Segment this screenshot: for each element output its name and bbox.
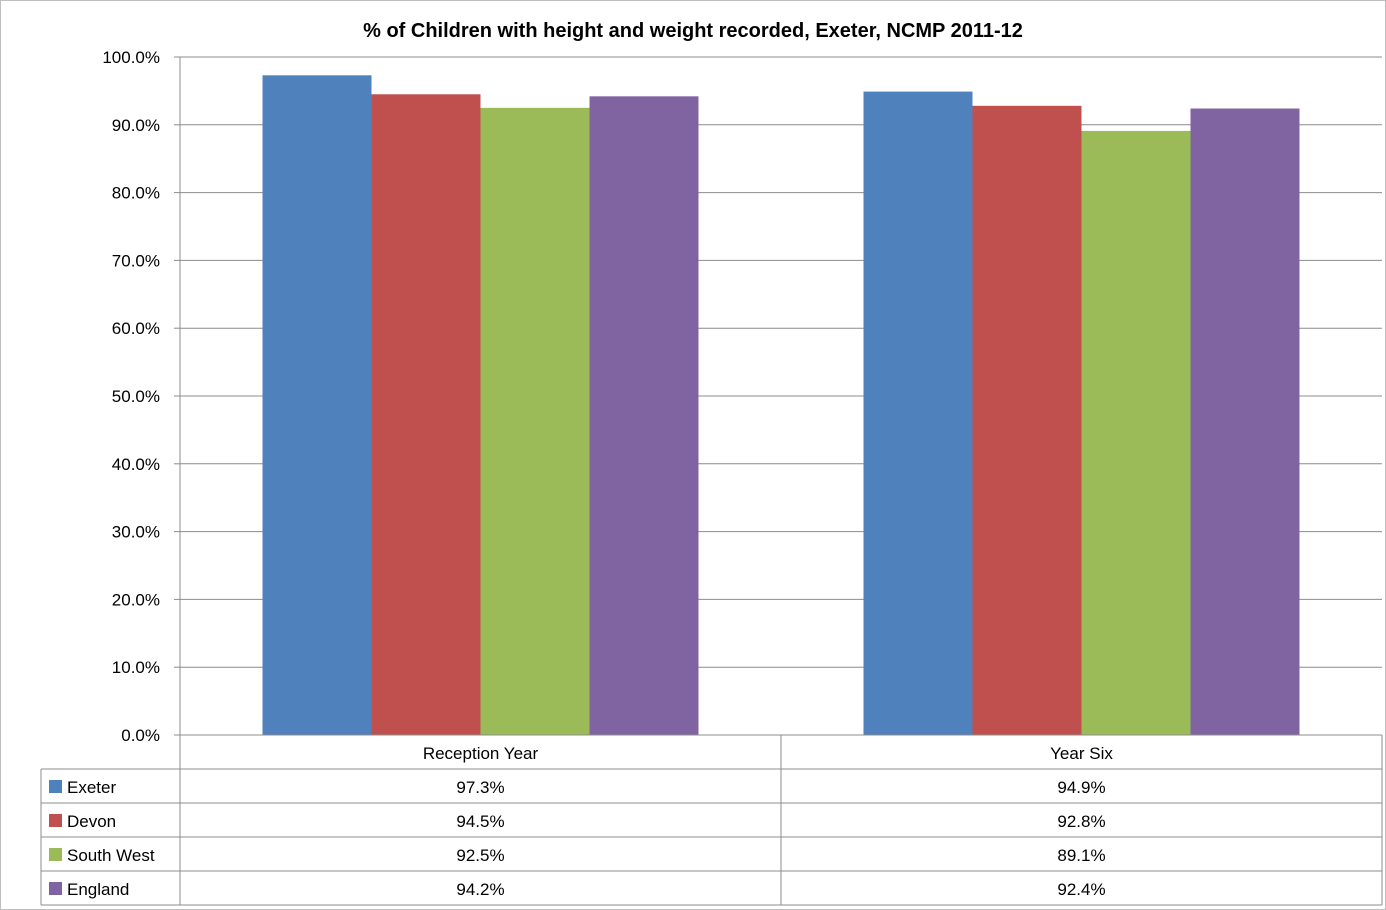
legend-series-name: England xyxy=(67,880,129,899)
y-tick-label: 20.0% xyxy=(112,590,160,609)
legend-key-england xyxy=(49,882,62,895)
data-label: 97.3% xyxy=(456,778,504,797)
y-tick-label: 30.0% xyxy=(112,523,160,542)
legend-series-name: Exeter xyxy=(67,778,116,797)
bar-south-west xyxy=(480,107,590,736)
bar-devon xyxy=(972,105,1082,736)
y-tick-label: 0.0% xyxy=(121,726,160,745)
data-label: 92.8% xyxy=(1057,812,1105,831)
y-tick-label: 70.0% xyxy=(112,251,160,270)
y-tick-label: 10.0% xyxy=(112,658,160,677)
y-tick-label: 100.0% xyxy=(102,48,160,67)
data-label: 92.5% xyxy=(456,846,504,865)
y-tick-label: 80.0% xyxy=(112,184,160,203)
x-category-label: Year Six xyxy=(1050,744,1113,763)
bar-south-west xyxy=(1081,130,1191,736)
data-label: 94.5% xyxy=(456,812,504,831)
x-category-label: Reception Year xyxy=(423,744,539,763)
chart-title: % of Children with height and weight rec… xyxy=(363,20,1023,42)
data-label: 94.9% xyxy=(1057,778,1105,797)
bar-england xyxy=(1190,108,1300,735)
data-label: 92.4% xyxy=(1057,880,1105,899)
y-tick-label: 60.0% xyxy=(112,319,160,338)
legend-series-name: South West xyxy=(67,846,155,865)
legend-series-name: Devon xyxy=(67,812,116,831)
data-label: 89.1% xyxy=(1057,846,1105,865)
data-label: 94.2% xyxy=(456,880,504,899)
legend-key-exeter xyxy=(49,780,62,793)
legend-key-devon xyxy=(49,814,62,827)
bar-england xyxy=(589,96,699,736)
bar-devon xyxy=(371,94,481,736)
y-tick-label: 40.0% xyxy=(112,455,160,474)
y-tick-label: 90.0% xyxy=(112,116,160,135)
bar-exeter xyxy=(863,91,973,735)
y-tick-label: 50.0% xyxy=(112,387,160,406)
bar-exeter xyxy=(262,75,372,735)
legend-key-south-west xyxy=(49,848,62,861)
